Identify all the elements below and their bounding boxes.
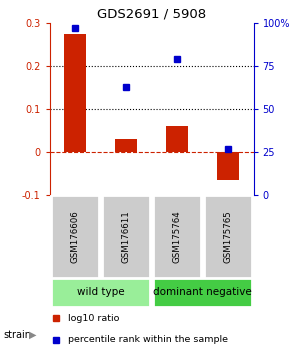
Text: ▶: ▶ bbox=[29, 330, 37, 339]
Bar bbox=[166, 126, 188, 152]
Bar bbox=[152, 278, 253, 307]
Bar bbox=[64, 34, 86, 152]
Text: GSM176611: GSM176611 bbox=[122, 210, 130, 263]
Bar bbox=[203, 195, 253, 278]
Text: strain: strain bbox=[3, 330, 31, 339]
Text: wild type: wild type bbox=[77, 287, 124, 297]
Text: GSM176606: GSM176606 bbox=[70, 210, 80, 263]
Bar bbox=[217, 152, 239, 180]
Text: dominant negative: dominant negative bbox=[153, 287, 252, 297]
Bar bbox=[152, 195, 202, 278]
Bar bbox=[115, 139, 137, 152]
Text: log10 ratio: log10 ratio bbox=[68, 314, 119, 322]
Bar bbox=[101, 195, 151, 278]
Bar bbox=[50, 195, 100, 278]
Title: GDS2691 / 5908: GDS2691 / 5908 bbox=[97, 7, 206, 21]
Text: GSM175764: GSM175764 bbox=[172, 210, 182, 263]
Text: percentile rank within the sample: percentile rank within the sample bbox=[68, 335, 228, 344]
Text: GSM175765: GSM175765 bbox=[224, 210, 232, 263]
Bar bbox=[50, 278, 151, 307]
